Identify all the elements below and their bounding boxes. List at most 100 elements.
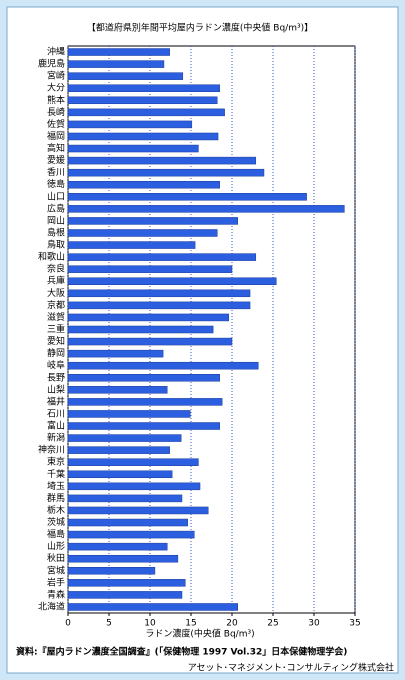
bar [67, 410, 191, 418]
source-note: 資料:『屋内ラドン濃度全国調査』(「保健物理 1997 Vol.32」日本保健物… [16, 646, 347, 658]
y-tick-label: 栃木 [47, 504, 65, 516]
bar [67, 277, 277, 285]
bar [67, 313, 229, 322]
bar [67, 530, 195, 539]
y-tick-label: 千葉 [47, 468, 65, 480]
y-tick-label: 和歌山 [38, 251, 65, 263]
bar [67, 168, 265, 177]
bar [67, 156, 257, 165]
y-tick-label: 福井 [47, 395, 65, 407]
x-tick-label: 10 [144, 619, 156, 629]
y-tick-label: 富山 [47, 420, 65, 432]
y-tick-label: 大阪 [47, 287, 65, 299]
bar [67, 554, 179, 563]
y-tick-label: 埼玉 [47, 480, 65, 492]
y-tick-label: 徳島 [47, 178, 65, 190]
y-tick-label: 鹿児島 [38, 58, 65, 70]
y-tick-label: 秋田 [47, 552, 65, 564]
y-tick-label: 岐阜 [47, 359, 65, 371]
x-tick-label: 0 [65, 619, 71, 629]
bar [67, 591, 183, 599]
bar [67, 229, 218, 237]
bar [67, 494, 183, 503]
bar [67, 434, 182, 442]
bar [67, 108, 225, 117]
x-tick-label: 15 [185, 619, 196, 629]
x-axis-label: ラドン濃度(中央値 Bq/m³) [145, 628, 254, 640]
bar [67, 265, 233, 273]
bar [67, 84, 220, 92]
y-tick-label: 宮城 [47, 564, 65, 576]
bar [67, 422, 220, 430]
y-tick-label: 群馬 [47, 492, 65, 504]
bar [67, 217, 238, 225]
x-tick-label: 30 [308, 619, 320, 629]
y-tick-label: 福島 [47, 528, 65, 540]
y-tick-label: 奈良 [47, 263, 65, 275]
y-tick-label: 岡山 [47, 215, 65, 226]
bar [67, 180, 220, 189]
y-tick-label: 長崎 [47, 106, 65, 118]
y-tick-label: 北海道 [38, 600, 65, 612]
bar [67, 398, 223, 406]
bar [67, 518, 188, 527]
y-tick-label: 三重 [47, 323, 65, 335]
bar [67, 241, 196, 249]
bar [67, 132, 219, 141]
bar [67, 482, 201, 491]
chart-title: 【都道府県別年間平均屋内ラドン濃度(中央値 Bq/m³)】 [87, 22, 313, 34]
bar [67, 96, 218, 105]
y-tick-label: 静岡 [47, 347, 65, 359]
y-tick-label: 京都 [47, 299, 65, 311]
y-tick-label: 香川 [47, 167, 65, 178]
bar [67, 72, 184, 80]
y-tick-label: 大分 [47, 82, 65, 94]
bar [67, 289, 251, 298]
y-tick-label: 島根 [47, 226, 65, 238]
y-tick-label: 茨城 [47, 516, 65, 528]
bar [67, 193, 307, 201]
bar [67, 506, 209, 515]
credit: アセット･マネジメント･コンサルティング株式会社 [188, 662, 394, 674]
x-tick-label: 5 [106, 619, 112, 629]
x-tick-label: 25 [267, 619, 278, 629]
y-tick-label: 岩手 [47, 576, 65, 588]
x-tick-label: 20 [226, 619, 238, 629]
y-tick-label: 山口 [47, 191, 65, 202]
bar [67, 386, 168, 394]
y-tick-label: 山形 [47, 540, 65, 552]
bar [67, 325, 214, 334]
bar [67, 120, 193, 129]
y-tick-label: 宮崎 [47, 70, 65, 82]
bar [67, 361, 259, 370]
bar [67, 205, 345, 213]
y-tick-label: 鳥取 [47, 239, 65, 251]
y-tick-label: 愛知 [47, 335, 65, 347]
y-tick-label: 神奈川 [38, 444, 65, 456]
bar [67, 253, 257, 261]
y-tick-label: 山梨 [47, 383, 65, 395]
y-tick-label: 滋賀 [47, 311, 65, 323]
bar [67, 567, 156, 575]
y-tick-label: 沖縄 [47, 46, 65, 58]
y-tick-label: 熊本 [47, 94, 65, 106]
y-tick-label: 広島 [47, 202, 65, 214]
y-tick-label: 長野 [47, 372, 65, 383]
y-tick-label: 高知 [47, 142, 65, 154]
y-tick-label: 東京 [47, 456, 65, 468]
bar [67, 48, 170, 56]
bar [67, 144, 199, 153]
y-tick-label: 愛媛 [47, 154, 65, 166]
bar [67, 458, 199, 466]
bar [67, 374, 220, 382]
y-tick-label: 佐賀 [47, 118, 65, 130]
bar [67, 579, 186, 587]
x-tick-label: 35 [349, 619, 360, 629]
y-tick-label: 兵庫 [47, 275, 65, 287]
y-tick-label: 新潟 [47, 432, 65, 444]
bar [67, 349, 164, 358]
bar [67, 470, 173, 479]
y-tick-label: 青森 [47, 588, 65, 600]
